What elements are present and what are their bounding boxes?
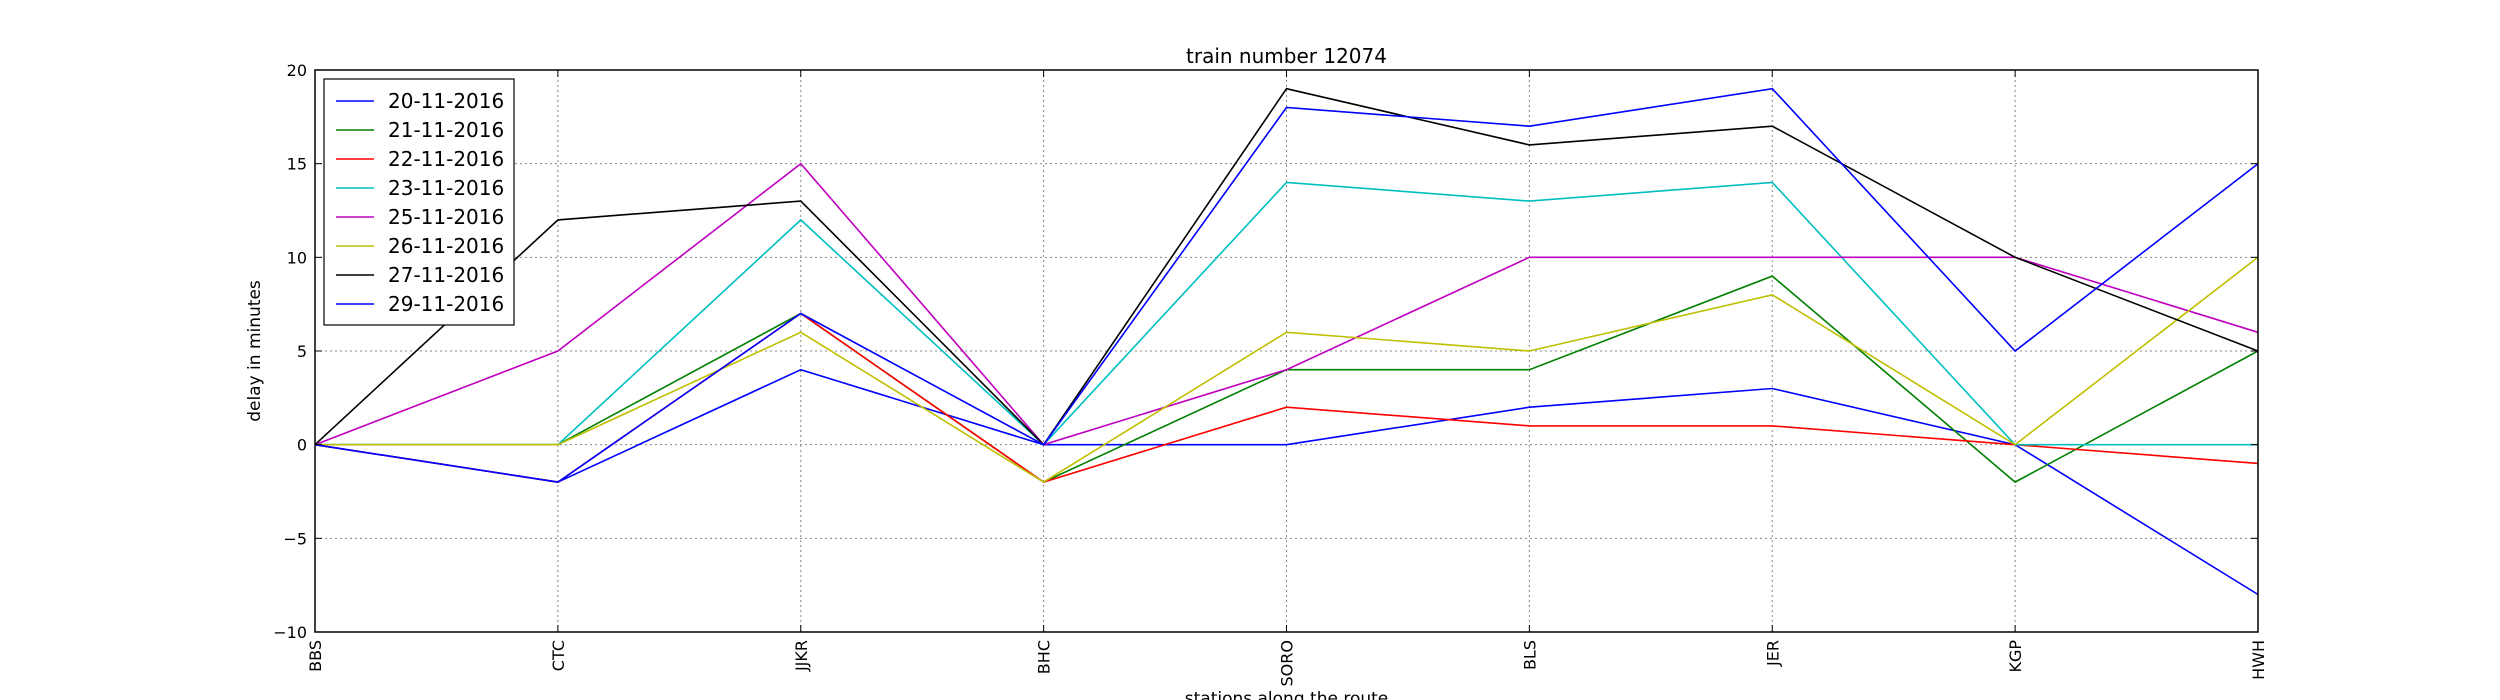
series-lines <box>314 87 2259 596</box>
series-line-26-11-2016 <box>315 256 2259 484</box>
grid <box>315 70 2258 632</box>
legend-entry: 27-11-2016 <box>388 263 504 287</box>
x-tick-label: JJKR <box>792 640 811 672</box>
series-line-23-11-2016 <box>315 181 2258 446</box>
series-line-25-11-2016 <box>314 162 2259 446</box>
legend-entry: 22-11-2016 <box>388 147 504 171</box>
legend-box <box>323 78 515 326</box>
legend-entry: 21-11-2016 <box>388 118 504 142</box>
legend: 20-11-2016 21-11-2016 22-11-2016 23-11-2016… <box>323 78 515 326</box>
series-line-29-11-2016 <box>314 87 2259 483</box>
x-tick-label: KGP <box>2006 640 2025 673</box>
y-tick-label: 0 <box>297 436 307 455</box>
y-tick-label: 10 <box>287 248 307 267</box>
x-tick-label: BLS <box>1520 640 1539 670</box>
y-axis-label: delay in minutes <box>245 280 265 422</box>
y-tick-label: −10 <box>273 623 307 642</box>
legend-entry: 29-11-2016 <box>388 292 504 316</box>
series-line-27-11-2016 <box>314 87 2259 446</box>
legend-entry: 26-11-2016 <box>388 234 504 258</box>
series-line-20-11-2016 <box>314 368 2259 596</box>
axis-ticks: BBS CTC JJKR BHC SORO BLS JER KGP HWH −10 −5 0 5 10 15… <box>273 61 2268 686</box>
x-tick-label: SORO <box>1278 640 1297 686</box>
legend-entry: 23-11-2016 <box>388 176 504 200</box>
x-tick-label: BHC <box>1035 640 1054 674</box>
y-tick-label: 5 <box>297 342 307 361</box>
x-axis-label: stations along the route <box>1185 689 1389 700</box>
legend-entry: 25-11-2016 <box>388 205 504 229</box>
x-tick-label: BBS <box>306 640 325 672</box>
x-tick-label: HWH <box>2249 640 2268 680</box>
legend-entry: 20-11-2016 <box>388 89 504 113</box>
y-tick-label: 20 <box>287 61 307 80</box>
x-tick-label: CTC <box>549 640 568 671</box>
x-tick-label: JER <box>1763 640 1782 667</box>
y-tick-label: 15 <box>287 155 307 174</box>
chart-title: train number 12074 <box>1186 44 1387 68</box>
y-tick-label: −5 <box>283 529 307 548</box>
